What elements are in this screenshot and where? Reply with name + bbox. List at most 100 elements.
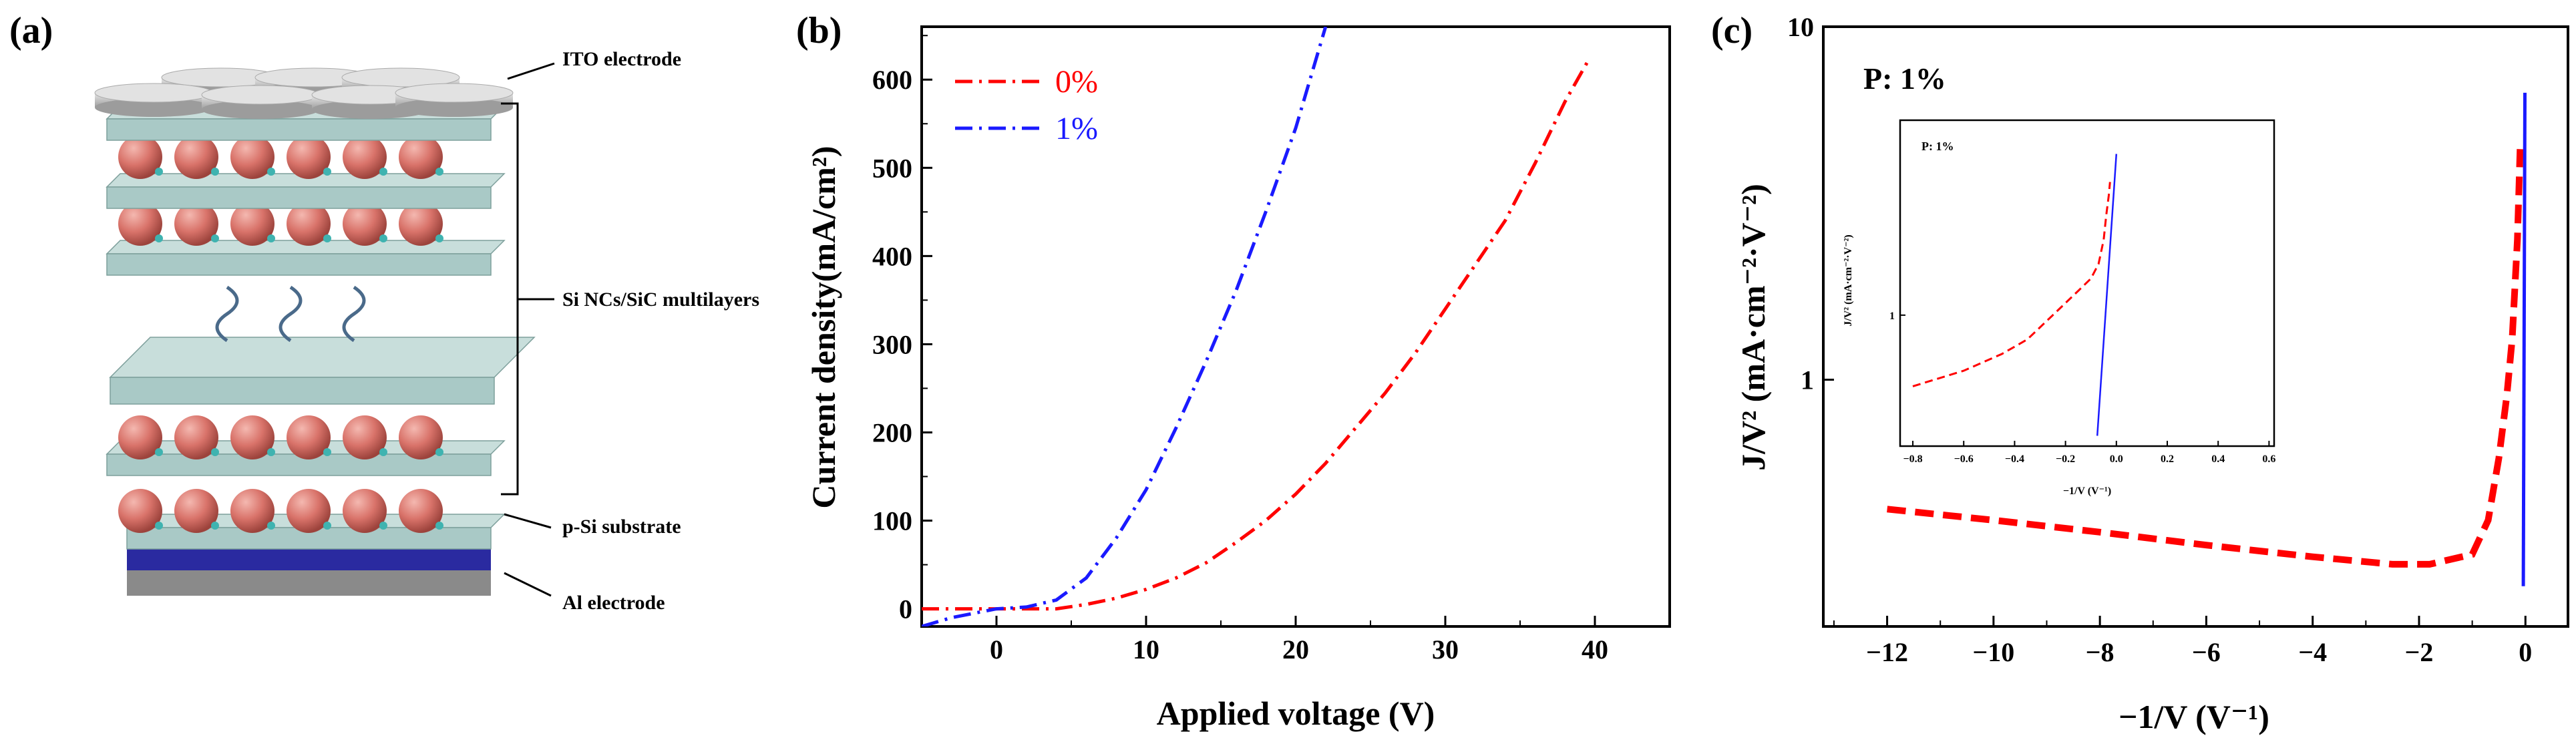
device-schematic: (a) ITO electrode Si NCs/SiC multilayers… xyxy=(9,10,759,614)
series-line-1% xyxy=(922,27,1328,626)
al-electrode xyxy=(127,549,491,570)
inset-series-line-0% xyxy=(1912,182,2111,387)
ito-disk-bottom xyxy=(202,100,319,119)
y-tick-label: 100 xyxy=(872,506,912,536)
layer-t1-dot xyxy=(211,168,219,176)
inset-x-tick-label: 0.2 xyxy=(2161,453,2174,465)
slab-b1-front xyxy=(110,377,495,405)
y-tick-label: 300 xyxy=(872,329,912,359)
layer-t1-dot xyxy=(435,168,443,176)
layer-b2-sphere xyxy=(399,489,443,533)
chart-c-xlabel: −1/V (V⁻¹) xyxy=(2119,698,2269,735)
inset-x-tick-label: −0.8 xyxy=(1903,453,1922,465)
annotation-multilayers: Si NCs/SiC multilayers xyxy=(562,289,759,311)
break-wave xyxy=(279,285,303,343)
layer-t2-dot xyxy=(267,234,275,242)
al-leader: Al electrode xyxy=(504,572,665,614)
panel-a-label: (a) xyxy=(9,10,53,51)
schematic-layers xyxy=(94,67,536,596)
x-tick-label: 30 xyxy=(1432,634,1459,665)
inset-ticks: −0.8 −0.6 −0.4 −0.2 0.0 0.2 0.4 0.6 1 xyxy=(1889,311,2275,465)
layer-b2-sphere xyxy=(343,489,387,533)
y-tick-label: 1 xyxy=(1801,365,1814,395)
layer-t1-sphere xyxy=(230,135,274,179)
layer-t1-sphere xyxy=(343,135,387,179)
slab-t1-front xyxy=(106,118,492,141)
layer-t2-dot xyxy=(379,234,387,242)
layer-b1-sphere xyxy=(343,415,387,459)
layer-b1-dot xyxy=(379,448,387,456)
layer-b2-sphere xyxy=(174,489,218,533)
layer-t2-dot xyxy=(211,234,219,242)
series-line-0% xyxy=(922,61,1589,611)
x-tick-label: −10 xyxy=(1972,637,2014,667)
slab-b2-front xyxy=(106,453,492,476)
layer-b1-sphere xyxy=(399,415,443,459)
series-line-0% xyxy=(1887,149,2524,568)
panel-b-label: (b) xyxy=(796,10,842,51)
y-tick-label: 600 xyxy=(872,65,912,95)
layer-t1-dot xyxy=(267,168,275,176)
slab-t3-front xyxy=(106,253,492,276)
ito-disk-top xyxy=(201,85,320,105)
series-line-1% xyxy=(2521,92,2527,586)
layer-b2-sphere xyxy=(287,489,331,533)
inset-y-tick-label: 1 xyxy=(1889,311,1895,322)
x-tick-label: −6 xyxy=(2192,637,2221,667)
x-tick-label: −4 xyxy=(2298,637,2327,667)
layer-t2-sphere xyxy=(118,202,162,246)
layer-b1-sphere xyxy=(174,415,218,459)
inset-x-tick-label: 0.4 xyxy=(2211,453,2225,465)
y-tick-label: 500 xyxy=(872,153,912,183)
x-tick-label: 0 xyxy=(2519,637,2532,667)
y-tick-label: 10 xyxy=(1787,12,1814,42)
panel-c-label: (c) xyxy=(1711,10,1753,51)
inset-x-tick-label: 0.6 xyxy=(2262,453,2275,465)
ito-disk-top xyxy=(94,83,213,103)
layer-t2-sphere xyxy=(230,202,274,246)
layer-t2-sphere xyxy=(287,202,331,246)
inset-ylabel: J/V² (mA·cm⁻²·V⁻²) xyxy=(1843,234,1854,326)
layer-t2-sphere xyxy=(343,202,387,246)
chart-b-ylabel: Current density(mA/cm²) xyxy=(805,146,842,508)
x-tick-label: 20 xyxy=(1282,634,1309,665)
layer-t2-dot xyxy=(435,234,443,242)
chart-b-frame xyxy=(920,25,1671,628)
inset-x-tick-label: −0.2 xyxy=(2056,453,2075,465)
chart-c-annotation: P: 1% xyxy=(1863,61,1946,96)
chart-c-series xyxy=(1887,92,2527,586)
ito-disk-bottom xyxy=(95,98,212,117)
inset-x-tick-label: −0.4 xyxy=(2005,453,2024,465)
chart-c-ticks: −12 −10 −8 −6 −4 −2 0 1 10 xyxy=(1787,12,2532,667)
inset-xlabel: −1/V (V⁻¹) xyxy=(2063,486,2111,497)
layer-t1-dot xyxy=(379,168,387,176)
layer-b1-dot xyxy=(155,448,163,456)
layer-b2-sphere xyxy=(118,489,162,533)
layer-b1-dot xyxy=(323,448,331,456)
chart-b-series xyxy=(922,27,1589,626)
x-tick-label: −2 xyxy=(2405,637,2434,667)
layer-t1-sphere xyxy=(399,135,443,179)
inset-chart: P: 1% −0.8 −0.6 −0.4 −0.2 0.0 0.2 0.4 0.6 1 −1/V… xyxy=(1843,119,2275,497)
layer-t1-sphere xyxy=(118,135,162,179)
x-tick-label: 0 xyxy=(990,634,1003,665)
layer-b2-dot xyxy=(267,522,275,530)
x-tick-label: 10 xyxy=(1133,634,1159,665)
layer-t2-sphere xyxy=(174,202,218,246)
layer-b1-sphere xyxy=(287,415,331,459)
break-wave xyxy=(215,285,239,343)
layer-b2-sphere xyxy=(230,489,274,533)
layer-t1-dot xyxy=(323,168,331,176)
layer-b2-dot xyxy=(379,522,387,530)
y-tick-label: 400 xyxy=(872,241,912,271)
break-wave xyxy=(342,285,366,343)
legend-label: 0% xyxy=(1055,64,1098,100)
multilayer-bracket: Si NCs/SiC multilayers xyxy=(501,102,759,496)
slab-b1-top xyxy=(109,337,536,378)
annotation-ito: ITO electrode xyxy=(562,48,681,70)
chart-c-frame xyxy=(1822,25,2569,628)
chart-b-legend: 0%1% xyxy=(955,64,1098,146)
